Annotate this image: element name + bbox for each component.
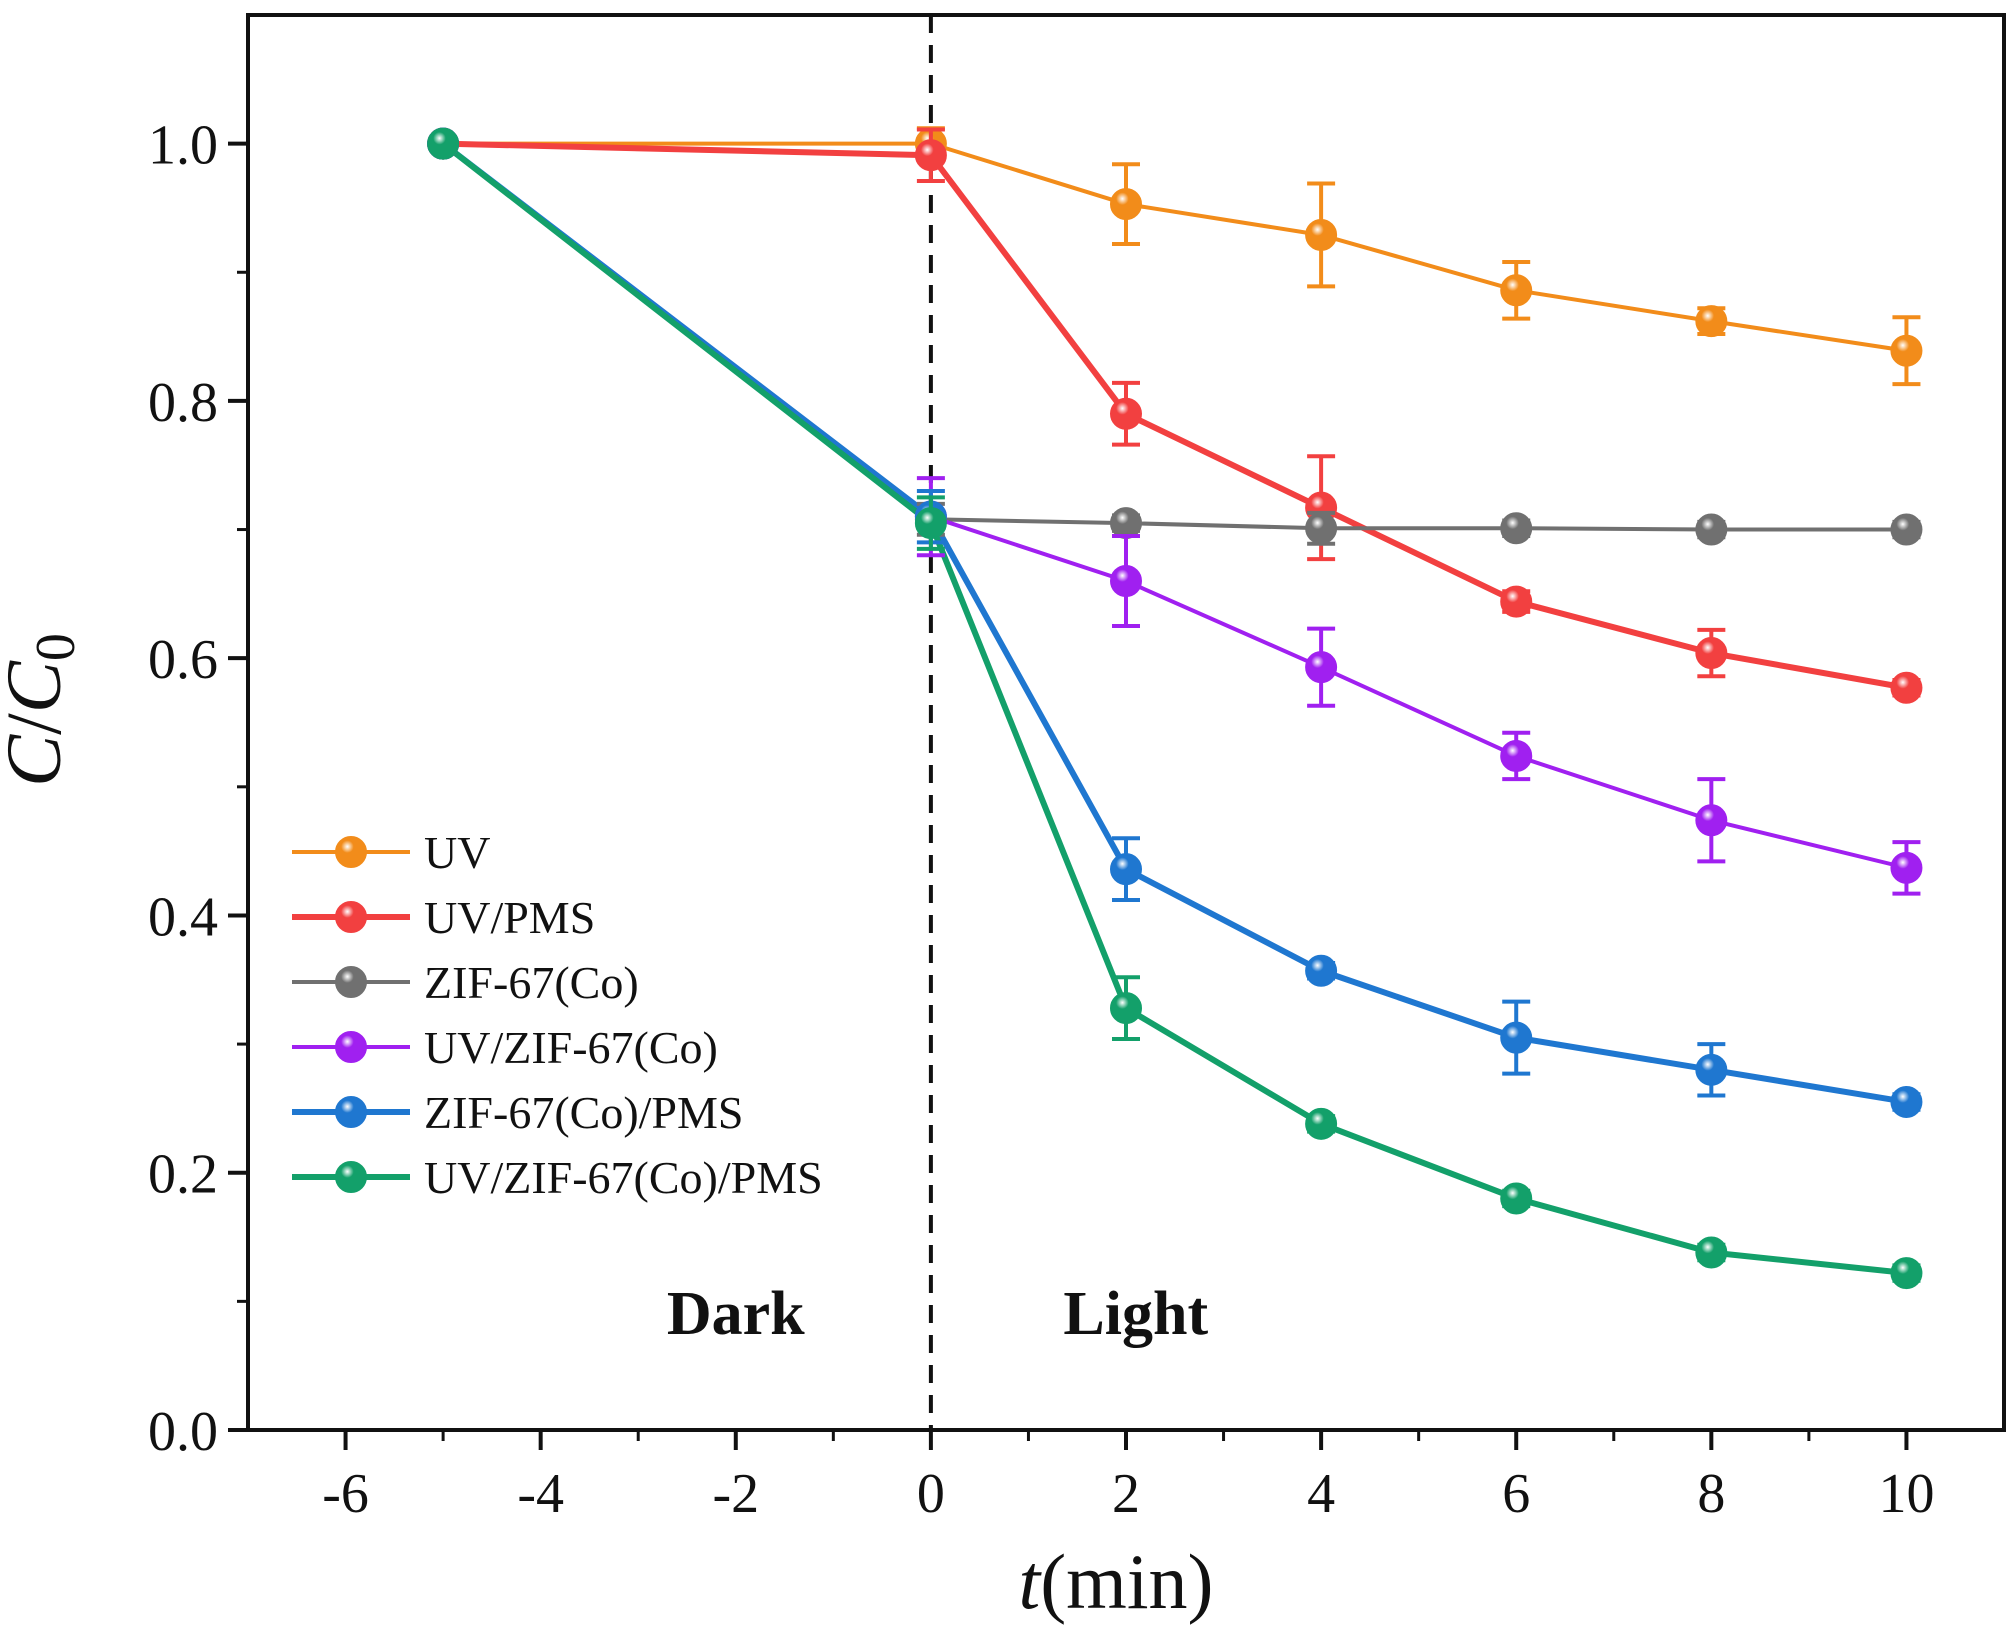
data-point — [914, 139, 947, 172]
legend-label: UV — [424, 827, 490, 878]
y-axis-label-slash: / — [0, 713, 77, 735]
data-point — [1890, 1085, 1923, 1118]
data-point — [1695, 1053, 1728, 1086]
legend-label: UV/ZIF-67(Co)/PMS — [424, 1152, 823, 1203]
x-tick-label: -2 — [712, 1463, 759, 1525]
data-point — [914, 507, 947, 540]
y-axis-label-c0: C — [0, 660, 77, 713]
data-point — [1305, 1107, 1338, 1140]
data-point — [1500, 1021, 1533, 1054]
series-line-0 — [443, 141, 1907, 353]
data-point — [1110, 565, 1142, 597]
data-point — [1305, 218, 1338, 251]
legend-marker — [335, 1096, 367, 1128]
data-point — [1110, 397, 1142, 430]
data-point — [1500, 1182, 1533, 1215]
legend-marker — [335, 836, 367, 868]
data-point — [1890, 671, 1923, 704]
plot-area: -6 -4 -2 0 2 4 6 8 10 0.0 0.2 0.4 0.6 0.8 1.0 Dark Light… — [148, 13, 2006, 1525]
x-tick-label: 8 — [1697, 1463, 1725, 1525]
legend-label: UV/ZIF-67(Co) — [424, 1022, 718, 1073]
region-label-dark: Dark — [667, 1280, 805, 1348]
data-point — [427, 127, 460, 160]
x-tick-label: 4 — [1307, 1463, 1335, 1525]
data-point — [1110, 507, 1142, 540]
y-tick-label: 0.2 — [148, 1144, 218, 1206]
x-tick-label: 0 — [917, 1463, 945, 1525]
x-tick-label: -6 — [322, 1463, 369, 1525]
region-label-light: Light — [1063, 1280, 1208, 1348]
y-axis-label-c: C — [0, 734, 77, 787]
x-tick-label: 2 — [1112, 1463, 1140, 1525]
x-axis-label-unit: (min) — [1040, 1538, 1213, 1625]
data-point — [1890, 851, 1923, 884]
data-point — [1500, 585, 1533, 618]
y-axis-label-subscript: 0 — [25, 633, 87, 661]
data-point — [1695, 305, 1728, 338]
data-point — [1695, 804, 1728, 837]
series-line-4 — [441, 141, 1907, 1105]
data-point — [1110, 188, 1142, 221]
x-axis-label-t: t — [1019, 1538, 1043, 1625]
legend-marker — [335, 1031, 367, 1063]
data-point — [1890, 513, 1923, 546]
data-point — [1695, 513, 1728, 546]
y-tick-label: 0.0 — [148, 1401, 218, 1463]
legend-marker — [335, 1161, 367, 1193]
y-tick-label: 0.4 — [148, 886, 218, 948]
legend-marker — [335, 901, 367, 933]
y-tick-label: 1.0 — [148, 115, 218, 177]
series-line-2 — [441, 142, 1907, 532]
legend-label: ZIF-67(Co) — [424, 957, 639, 1008]
series-line-3 — [441, 142, 1907, 870]
data-point — [1695, 637, 1728, 670]
legend-label: UV/PMS — [424, 892, 595, 943]
legend-label: ZIF-67(Co)/PMS — [424, 1087, 743, 1138]
data-point — [1500, 512, 1533, 545]
x-tick-label: -4 — [517, 1463, 564, 1525]
y-tick-label: 0.6 — [148, 629, 218, 691]
data-point — [1500, 739, 1533, 772]
x-axis-label: t(min) — [1019, 1538, 1214, 1625]
data-point — [1695, 1236, 1728, 1269]
data-point — [1500, 274, 1533, 307]
x-tick-label: 10 — [1878, 1463, 1934, 1525]
data-point — [1305, 651, 1338, 684]
series-line-1 — [443, 140, 1907, 691]
y-tick-label: 0.8 — [148, 372, 218, 434]
data-point — [1890, 334, 1923, 367]
y-axis-label: C/C0 — [0, 633, 87, 787]
data-point — [1305, 954, 1338, 987]
data-point — [1110, 992, 1142, 1025]
data-point — [1110, 853, 1142, 886]
data-point — [1890, 1257, 1923, 1290]
data-point — [1305, 512, 1338, 545]
x-tick-label: 6 — [1502, 1463, 1530, 1525]
legend-marker — [335, 966, 367, 998]
